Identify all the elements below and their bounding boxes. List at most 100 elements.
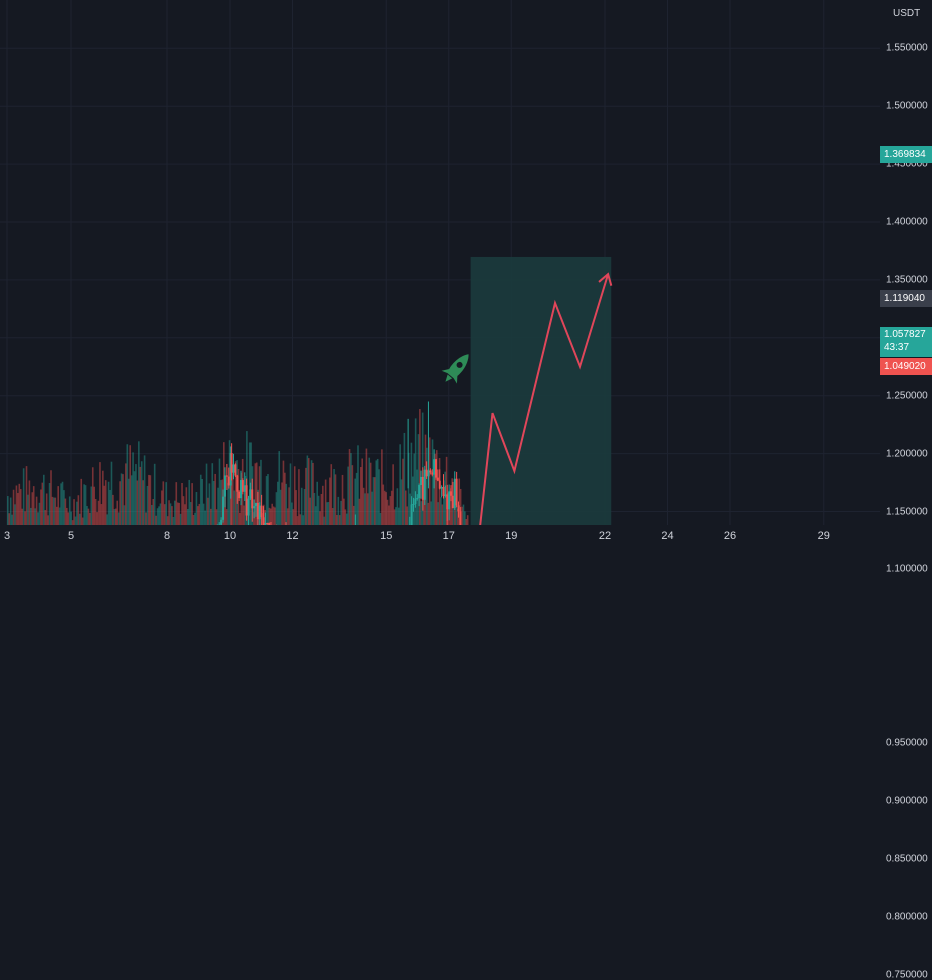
current-price-value: 1.057827 bbox=[884, 328, 932, 341]
candle-body bbox=[263, 517, 265, 525]
volume-bar bbox=[338, 497, 340, 525]
volume-bar bbox=[118, 512, 120, 525]
volume-bar bbox=[190, 502, 192, 525]
time-tick: 19 bbox=[505, 530, 517, 542]
volume-bar bbox=[329, 478, 331, 525]
volume-bar bbox=[276, 492, 278, 525]
volume-bar bbox=[399, 444, 401, 525]
volume-bar bbox=[178, 503, 180, 525]
volume-bar bbox=[404, 433, 406, 525]
volume-bar bbox=[82, 518, 84, 525]
volume-bar bbox=[8, 513, 10, 525]
volume-bar bbox=[174, 501, 176, 525]
volume-bar bbox=[116, 501, 118, 525]
candle-body bbox=[228, 477, 230, 486]
volume-bar bbox=[278, 451, 280, 525]
volume-bar bbox=[98, 501, 100, 525]
volume-bar bbox=[227, 483, 229, 525]
target-zone bbox=[471, 257, 612, 525]
volume-bar bbox=[91, 487, 93, 525]
volume-bar bbox=[381, 449, 383, 525]
volume-bar bbox=[293, 509, 295, 525]
volume-bar bbox=[364, 493, 366, 525]
volume-bar bbox=[463, 505, 465, 525]
volume-bar bbox=[349, 449, 351, 525]
volume-bar bbox=[467, 515, 469, 525]
volume-bar bbox=[34, 508, 36, 525]
volume-bar bbox=[89, 513, 91, 525]
volume-bar bbox=[413, 453, 415, 525]
volume-bar bbox=[432, 439, 434, 525]
volume-bar bbox=[429, 437, 431, 525]
volume-bar bbox=[346, 514, 348, 525]
volume-bar bbox=[444, 472, 446, 525]
current-price-badge: 1.057827 43:37 bbox=[880, 327, 932, 357]
volume-bar bbox=[285, 484, 287, 525]
volume-bar bbox=[281, 482, 283, 525]
volume-bar bbox=[56, 507, 58, 525]
volume-bar bbox=[119, 481, 121, 525]
volume-bar bbox=[142, 480, 144, 525]
volume-bar bbox=[360, 467, 362, 525]
volume-bar bbox=[92, 467, 94, 525]
candle-body bbox=[459, 511, 461, 525]
candle-body bbox=[416, 498, 418, 499]
candle-body bbox=[413, 504, 415, 505]
volume-bar bbox=[83, 484, 85, 525]
volume-bar bbox=[273, 506, 275, 525]
axis-corner bbox=[880, 525, 932, 550]
volume-bar bbox=[40, 490, 42, 525]
time-tick: 24 bbox=[661, 530, 673, 542]
volume-bar bbox=[350, 453, 352, 525]
volume-bar bbox=[309, 498, 311, 525]
volume-bar bbox=[440, 497, 442, 525]
volume-bar bbox=[20, 489, 22, 525]
volume-bar bbox=[280, 490, 282, 525]
volume-bar bbox=[199, 504, 201, 525]
volume-bar bbox=[328, 502, 330, 525]
candle-body bbox=[249, 489, 251, 498]
chart-area[interactable]: Bay bbox=[0, 0, 880, 525]
volume-bar bbox=[377, 459, 379, 525]
volume-bar bbox=[66, 508, 68, 525]
volume-bar bbox=[95, 499, 97, 525]
volume-bar bbox=[367, 493, 369, 525]
volume-bar bbox=[216, 509, 218, 525]
volume-bar bbox=[359, 499, 361, 525]
volume-bar bbox=[209, 483, 211, 525]
volume-bar bbox=[109, 490, 111, 525]
volume-bar bbox=[88, 509, 90, 525]
volume-bar bbox=[21, 509, 23, 525]
candle-body bbox=[222, 497, 224, 520]
candle-body bbox=[248, 499, 250, 516]
volume-bar bbox=[298, 469, 300, 525]
volume-bar bbox=[175, 482, 177, 525]
volume-bar bbox=[368, 458, 370, 525]
volume-bar bbox=[295, 490, 297, 525]
volume-bar bbox=[392, 464, 394, 525]
price-chart[interactable]: Bay bbox=[0, 0, 880, 525]
volume-bar bbox=[402, 459, 404, 525]
volume-bar bbox=[184, 504, 186, 525]
volume-bar bbox=[50, 470, 52, 525]
volume-bar bbox=[290, 463, 292, 525]
volume-bar bbox=[164, 504, 166, 525]
volume-bar bbox=[103, 486, 105, 525]
volume-bar bbox=[322, 486, 324, 525]
volume-bar bbox=[14, 504, 16, 525]
volume-bar bbox=[405, 491, 407, 525]
volume-bar bbox=[147, 486, 149, 525]
volume-bar bbox=[79, 514, 81, 525]
volume-bar bbox=[24, 511, 26, 525]
volume-bar bbox=[96, 512, 98, 525]
candle-body bbox=[443, 487, 445, 496]
volume-bar bbox=[101, 504, 103, 525]
price-tick: 0.950000 bbox=[886, 738, 928, 749]
volume-bar bbox=[374, 477, 376, 525]
volume-bar bbox=[16, 485, 18, 525]
volume-bar bbox=[168, 500, 170, 525]
volume-bar bbox=[375, 460, 377, 525]
volume-bar bbox=[385, 492, 387, 525]
